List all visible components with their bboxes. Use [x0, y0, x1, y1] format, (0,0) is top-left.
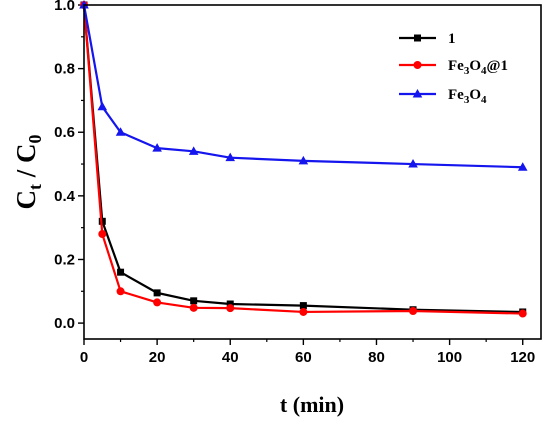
data-point: [152, 143, 162, 152]
y-tick-label: 0.4: [54, 188, 76, 205]
y-axis-title: Ct / C0: [11, 135, 45, 210]
data-point: [409, 307, 418, 316]
legend-item: 1: [399, 31, 456, 47]
legend-label-part: 4: [481, 65, 487, 77]
legend-item: Fe3O4@1: [399, 58, 508, 77]
data-point: [299, 307, 308, 316]
x-axis-title: t (min): [280, 392, 344, 417]
x-tick-label: 0: [80, 349, 88, 366]
y-tick-label: 0.2: [54, 251, 75, 268]
data-point: [298, 155, 309, 165]
tick-marks: [78, 4, 524, 345]
legend-label: Fe3O4@1: [448, 58, 508, 77]
data-point: [153, 298, 162, 307]
x-tick-label: 20: [149, 349, 166, 366]
data-point: [98, 230, 107, 239]
y-axis-title-mid: / C: [11, 144, 41, 185]
data-point: [408, 159, 418, 168]
data-point: [153, 289, 161, 297]
series-layer: [79, 0, 528, 318]
data-point: [188, 146, 199, 155]
tick-labels: 0 20 40 60 80 100 120 0.0 0.2 0.4 0.6 0.8 1.0: [54, 0, 535, 366]
legend-label-part: O: [469, 58, 481, 74]
legend-label: 1: [448, 31, 456, 47]
legend-label-part: @: [487, 58, 501, 74]
x-tick-label: 60: [295, 349, 312, 366]
legend-marker: [412, 89, 423, 98]
legend-marker: [414, 34, 421, 42]
y-tick-label: 0.0: [54, 315, 75, 332]
y-axis-title-sub1: t: [25, 184, 45, 190]
data-point: [518, 309, 527, 318]
y-axis-title-sub2: 0: [25, 135, 45, 144]
legend-label-part: Fe: [448, 87, 464, 103]
y-axis-title-main: C: [11, 190, 41, 210]
data-point: [226, 304, 235, 313]
series-3: [79, 0, 528, 171]
legend-label-part: O: [469, 87, 481, 103]
data-point: [517, 162, 528, 171]
legend-label-part: 1: [448, 31, 456, 47]
data-point: [225, 152, 236, 162]
legend-label: Fe3O4: [448, 87, 487, 106]
legend-item: Fe3O4: [399, 87, 487, 106]
data-point: [189, 303, 198, 312]
data-point: [226, 300, 234, 308]
x-tick-label: 120: [510, 349, 535, 366]
data-point: [115, 127, 126, 136]
legend-label-part: 3: [464, 94, 470, 106]
legend-label-part: Fe: [448, 58, 464, 74]
legend-marker: [413, 61, 422, 69]
y-tick-label: 0.8: [54, 61, 75, 78]
x-tick-label: 40: [222, 349, 239, 366]
y-tick-label: 0.6: [54, 124, 75, 141]
plot-frame: [83, 4, 542, 340]
data-point: [117, 268, 125, 276]
x-tick-label: 100: [437, 349, 462, 366]
legend-label-part: 3: [464, 65, 470, 77]
x-tick-label: 80: [368, 349, 385, 366]
data-point: [116, 287, 125, 296]
data-point: [190, 297, 198, 305]
legend-label-part: 1: [500, 58, 508, 74]
legend-label-part: 4: [481, 94, 487, 106]
y-tick-label: 1.0: [54, 0, 75, 14]
data-point: [299, 302, 307, 310]
data-point: [97, 101, 108, 111]
